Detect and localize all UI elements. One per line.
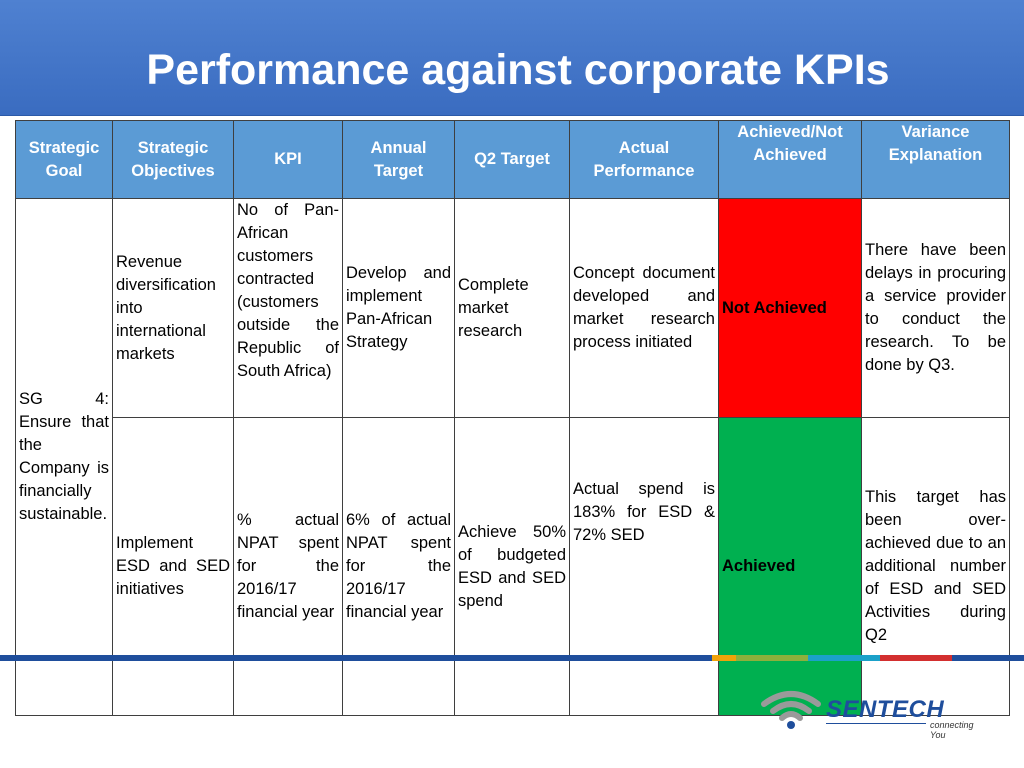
title-banner: Performance against corporate KPIs — [0, 0, 1024, 116]
status-not-achieved-cell: Not Achieved — [718, 198, 862, 418]
header-strategic-objectives: Strategic Objectives — [112, 120, 234, 199]
annual-target-cell: Develop and implement Pan-African Strate… — [342, 198, 455, 418]
header-achieved-status: Achieved/Not Achieved — [718, 120, 862, 199]
objective-cell: Implement ESD and SED initiatives — [112, 417, 234, 716]
page-title: Performance against corporate KPIs — [146, 46, 890, 94]
variance-cell: This target has been over-achieved due t… — [861, 417, 1010, 716]
sentech-logo: SENTECH connecting You — [760, 688, 990, 740]
table-header-row: Strategic Goal Strategic Objectives KPI … — [15, 120, 1010, 199]
logo-wordmark: SENTECH — [826, 696, 945, 723]
header-kpi: KPI — [233, 120, 343, 199]
logo-tagline: connecting You — [930, 720, 974, 740]
table-row: SG 4: Ensure that the Company is financi… — [15, 198, 1010, 716]
actual-performance-cell: Actual spend is 183% for ESD & 72% SED — [569, 417, 719, 716]
kpi-table: Strategic Goal Strategic Objectives KPI … — [15, 120, 1010, 716]
q2-target-cell: Complete market research — [454, 198, 570, 418]
kpi-cell: No of Pan-African customers contracted (… — [233, 198, 343, 418]
objective-cell: Revenue diversification into internation… — [112, 198, 234, 418]
kpi-cell: % actual NPAT spent for the 2016/17 fina… — [233, 417, 343, 716]
table-row: Implement ESD and SED initiatives % actu… — [16, 417, 1010, 716]
wifi-signal-icon — [761, 691, 821, 729]
status-achieved-cell: Achieved — [718, 417, 862, 716]
annual-target-cell: 6% of actual NPAT spent for the 2016/17 … — [342, 417, 455, 716]
variance-cell: There have been delays in procuring a se… — [861, 198, 1010, 418]
footer-color-bar — [0, 655, 1024, 661]
actual-performance-cell: Concept document developed and market re… — [569, 198, 719, 418]
header-q2-target: Q2 Target — [454, 120, 570, 199]
q2-target-cell: Achieve 50% of budgeted ESD and SED spen… — [454, 417, 570, 716]
strategic-goal-cell: SG 4: Ensure that the Company is financi… — [15, 198, 113, 716]
header-variance-explanation: Variance Explanation — [861, 120, 1010, 199]
header-annual-target: Annual Target — [342, 120, 455, 199]
header-strategic-goal: Strategic Goal — [15, 120, 113, 199]
header-actual-performance: Actual Performance — [569, 120, 719, 199]
